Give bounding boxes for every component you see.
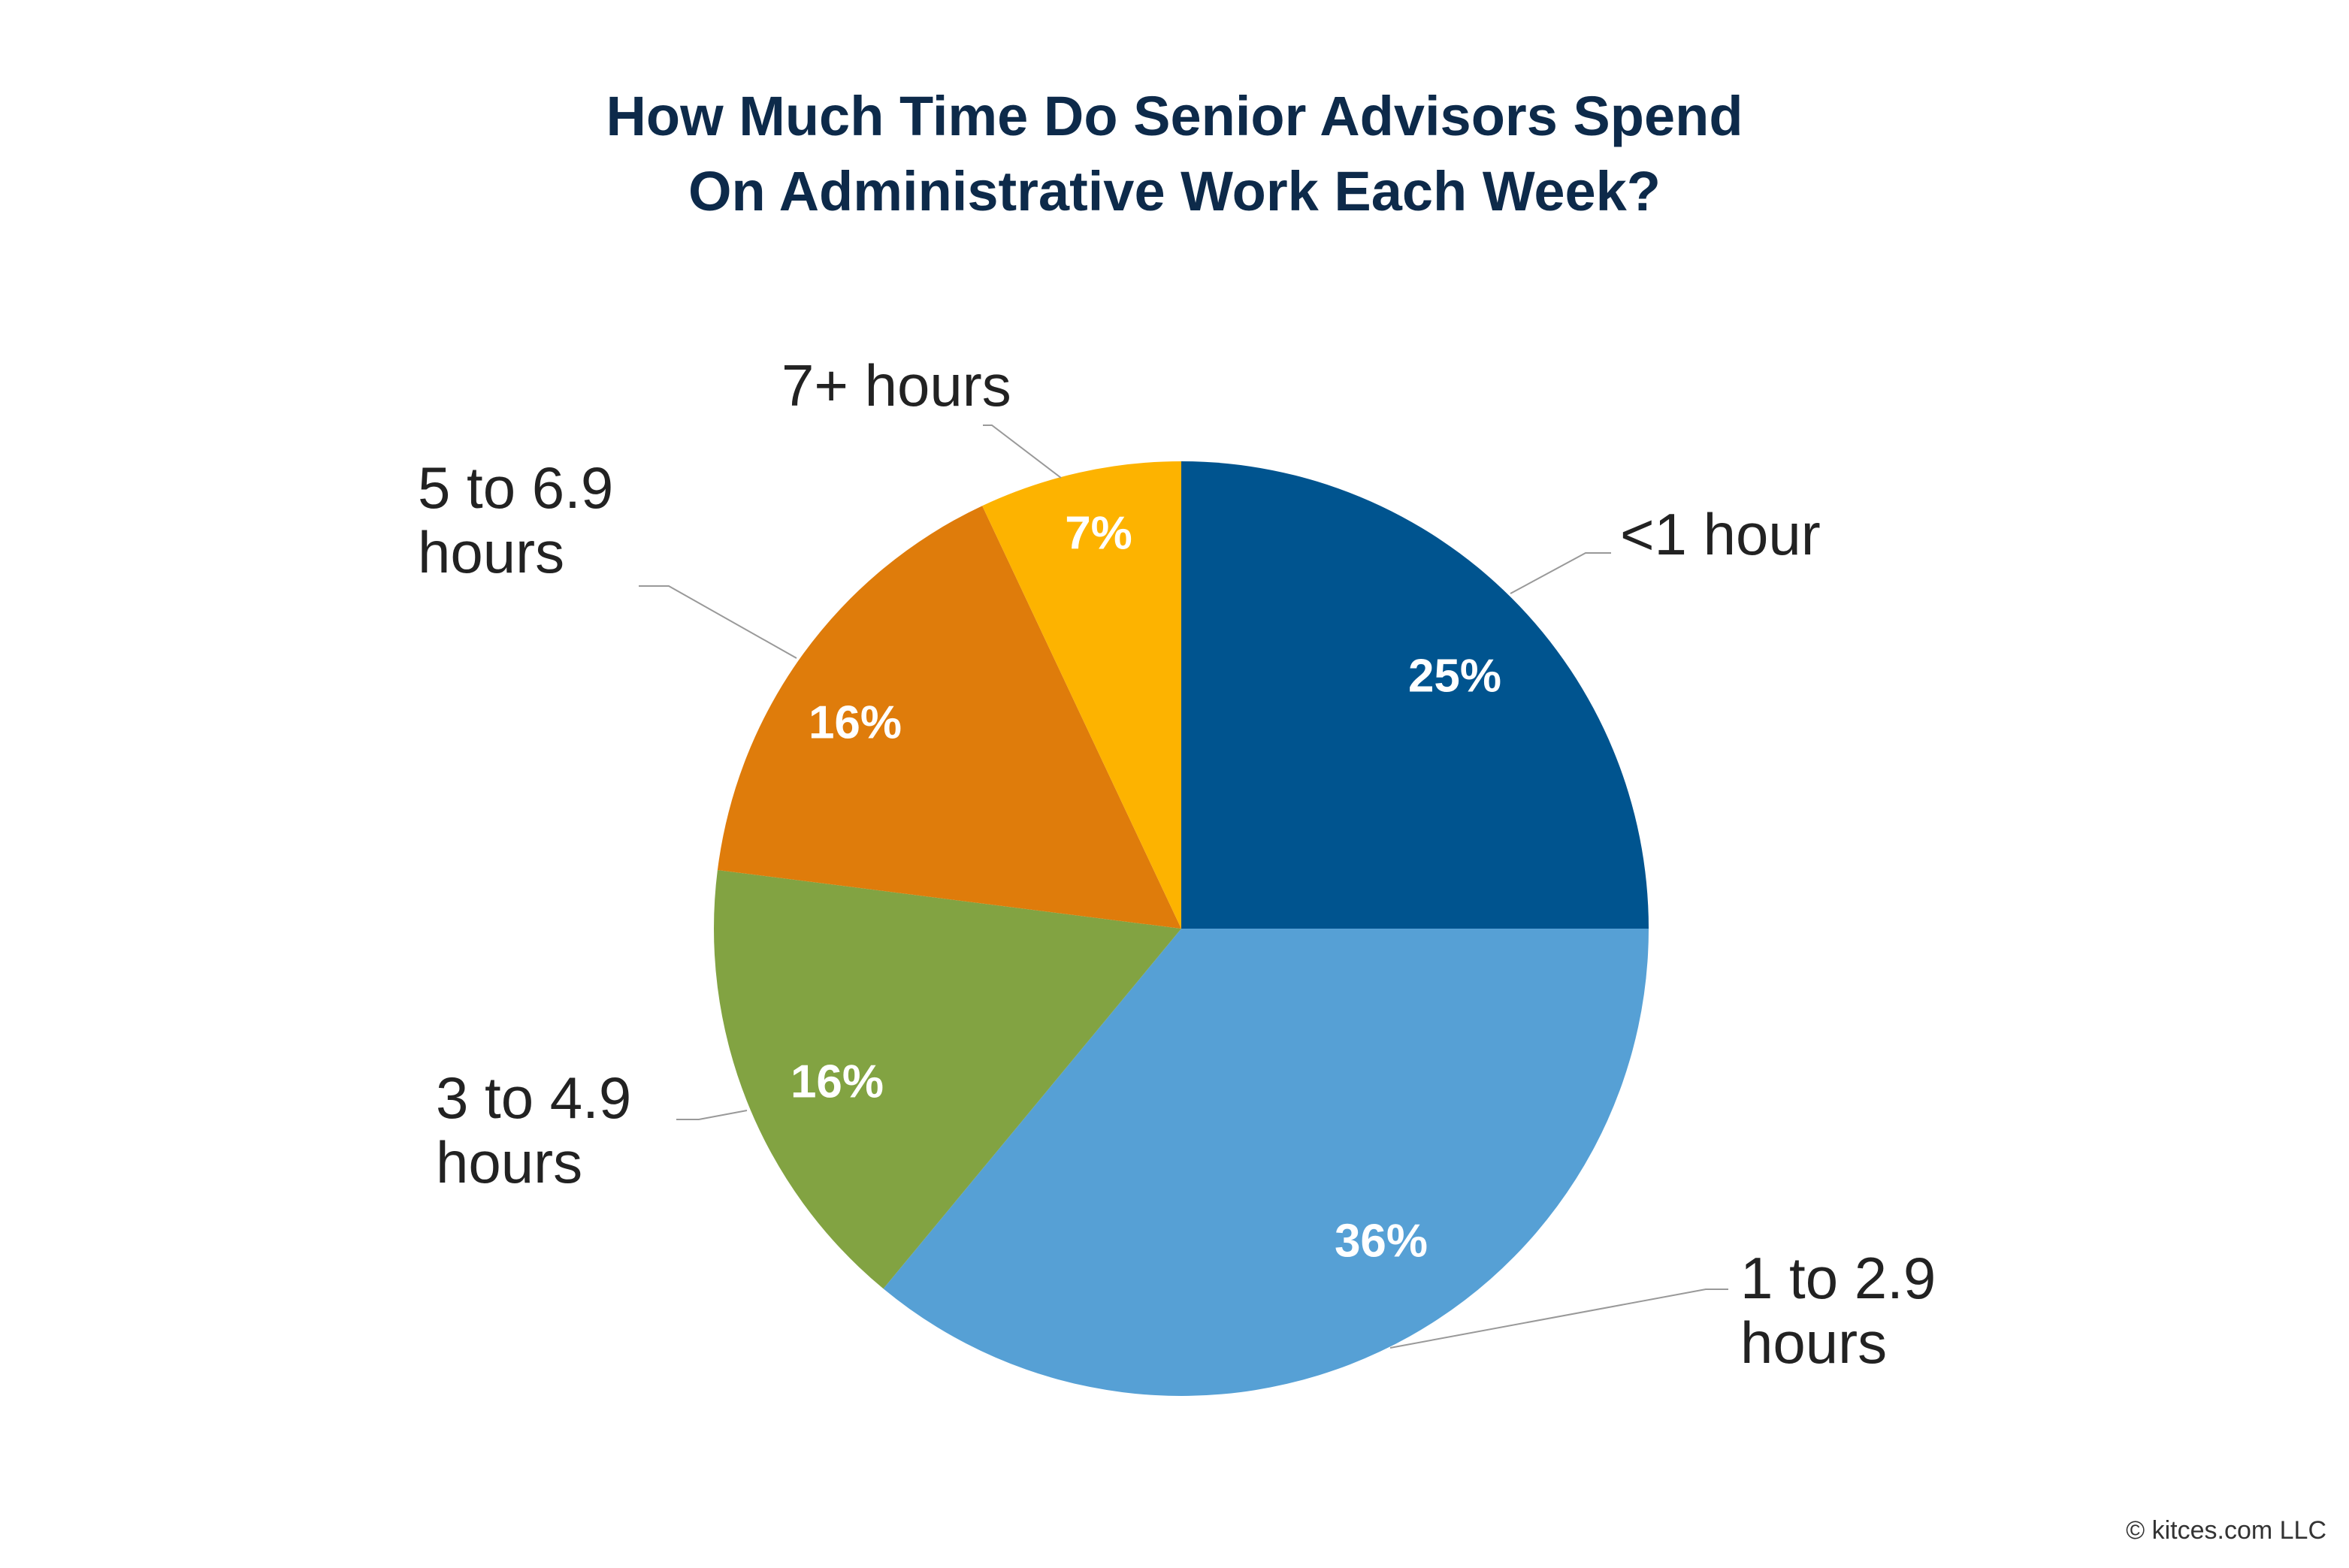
category-label: 7+ hours — [781, 352, 1011, 418]
value-label: 16% — [809, 696, 902, 748]
chart-title: On Administrative Work Each Week? — [688, 160, 1661, 222]
category-label: <1 hour — [1620, 501, 1821, 567]
category-label: 1 to 2.9 hours — [1740, 1245, 1936, 1376]
leader-line — [1510, 552, 1611, 594]
pie-slice — [883, 929, 1649, 1396]
value-label: 25% — [1408, 650, 1501, 702]
leader-line — [676, 1110, 748, 1120]
value-label: 16% — [791, 1056, 884, 1107]
category-label: 5 to 6.9 hours — [418, 455, 614, 585]
pie-slice — [714, 870, 1181, 1289]
pie-slice — [717, 506, 1181, 929]
value-label: 36% — [1335, 1215, 1428, 1267]
footer: © kitces.com LLC — [2126, 1516, 2326, 1545]
pie-slice — [982, 461, 1181, 929]
value-label: 7% — [1065, 507, 1132, 559]
leader-line — [639, 585, 797, 659]
chart-title: How Much Time Do Senior Advisors Spend — [606, 85, 1743, 147]
pie-slice — [1181, 461, 1649, 929]
leader-line — [983, 424, 1062, 479]
leader-line — [1389, 1289, 1728, 1349]
category-label: 3 to 4.9 hours — [436, 1065, 632, 1195]
